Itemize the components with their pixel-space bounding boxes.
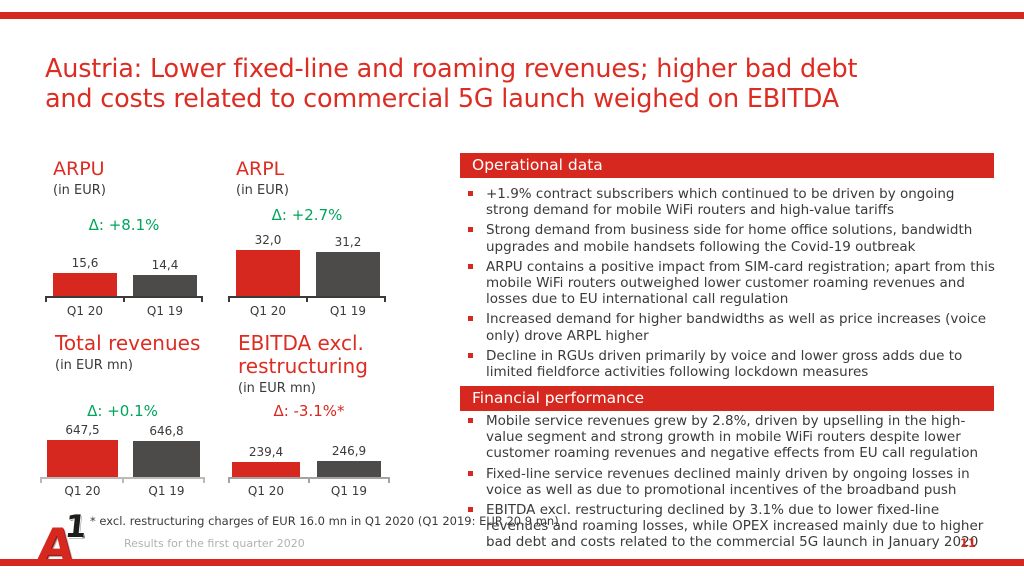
bullet-item: EBITDA excl. restructuring declined by 3…	[460, 502, 996, 551]
bar-value-label: 31,2	[334, 235, 362, 249]
x-axis	[228, 296, 386, 302]
bar-q1-19: 14,4	[133, 258, 197, 296]
category-label: Q1 20	[249, 304, 287, 318]
axis-tick	[121, 479, 124, 483]
category-label: Q1 20	[64, 484, 101, 498]
x-axis	[228, 477, 390, 483]
bullet-marker	[468, 507, 473, 513]
chart-subtitle: (in EUR mn)	[238, 381, 316, 396]
bullet-text: +1.9% contract subscribers which continu…	[486, 186, 955, 219]
operational-data-bullet-list: +1.9% contract subscribers which continu…	[460, 186, 996, 384]
bullet-item: Mobile service revenues grew by 2.8%, dr…	[460, 413, 996, 462]
category-label: Q1 19	[148, 484, 185, 498]
bullet-marker	[468, 352, 473, 358]
page-number: 11	[960, 536, 977, 550]
slide-title: Austria: Lower fixed-line and roaming re…	[45, 54, 1005, 114]
bar-value-label: 32,0	[254, 233, 282, 247]
bar-value-label: 14,4	[151, 258, 179, 272]
bullet-text: Fixed-line service revenues declined mai…	[486, 465, 970, 498]
a1-logo-digit-1: 1	[63, 509, 89, 545]
bullet-text: Increased demand for higher bandwidths a…	[486, 311, 987, 344]
bullet-item: Strong demand from business side for hom…	[460, 222, 996, 255]
bar-q1-20: 15,6	[53, 256, 117, 296]
top-accent-bar	[0, 12, 1024, 19]
chart-arpu: ARPU (in EUR) Δ: +8.1% 15,6 14,4 Q1 20 Q…	[45, 158, 203, 323]
chart-subtitle: (in EUR)	[53, 183, 106, 198]
bullet-item: Fixed-line service revenues declined mai…	[460, 466, 996, 498]
footer-text: Results for the first quarter 2020	[124, 537, 305, 550]
chart-title: ARPU	[53, 158, 105, 180]
bullet-marker	[468, 227, 473, 233]
financial-performance-bullet-list: Mobile service revenues grew by 2.8%, dr…	[460, 413, 996, 555]
section-header-operational-data: Operational data	[460, 153, 994, 178]
axis-tick	[384, 298, 386, 302]
bullet-text: Strong demand from business side for hom…	[486, 222, 973, 255]
bar-value-label: 239,4	[248, 445, 284, 459]
bottom-accent-bar	[0, 559, 1024, 566]
category-label: Q1 19	[329, 304, 367, 318]
bullet-marker	[468, 418, 473, 423]
delta-label: Δ: +0.1%	[87, 402, 158, 420]
category-label: Q1 20	[66, 304, 104, 318]
chart-title: ARPL	[236, 158, 285, 180]
chart-subtitle: (in EUR mn)	[55, 358, 133, 373]
slide-title-line1: Austria: Lower fixed-line and roaming re…	[45, 54, 858, 84]
section-header-financial-performance: Financial performance	[460, 386, 994, 411]
category-label: Q1 19	[146, 304, 184, 318]
bullet-text: EBITDA excl. restructuring declined by 3…	[486, 502, 984, 551]
bar-q1-19: 246,9	[317, 444, 381, 477]
bullet-item: Increased demand for higher bandwidths a…	[460, 311, 996, 344]
bullet-item: +1.9% contract subscribers which continu…	[460, 186, 996, 218]
chart-title: EBITDA excl. restructuring	[238, 331, 368, 378]
chart-ebitda: EBITDA excl. restructuring (in EUR mn) Δ…	[228, 332, 390, 502]
plot-area: 32,0 31,2	[228, 224, 386, 296]
axis-tick	[228, 479, 230, 483]
axis-tick	[308, 479, 310, 483]
delta-label: Δ: +8.1%	[88, 216, 160, 234]
x-axis	[45, 296, 203, 302]
axis-tick	[228, 298, 230, 302]
bullet-marker	[468, 316, 473, 322]
bullet-marker	[468, 191, 473, 196]
bullet-text: Decline in RGUs driven primarily by voic…	[486, 347, 963, 381]
delta-label: Δ: -3.1%*	[273, 402, 345, 420]
bullet-text: ARPU contains a positive impact from SIM…	[486, 258, 995, 308]
plot-area: 239,4 246,9	[228, 437, 390, 477]
plot-area: 15,6 14,4	[45, 256, 203, 296]
chart-arpl: ARPL (in EUR) Δ: +2.7% 32,0 31,2 Q1 20 Q…	[228, 158, 386, 323]
bar-value-label: 15,6	[71, 256, 99, 270]
bar-value-label: 646,8	[149, 424, 184, 438]
bullet-item: Decline in RGUs driven primarily by voic…	[460, 348, 996, 380]
axis-tick	[203, 479, 205, 483]
plot-area: 647,5 646,8	[40, 417, 205, 477]
x-axis	[40, 477, 205, 483]
category-label: Q1 19	[330, 484, 368, 498]
delta-label: Δ: +2.7%	[271, 206, 343, 224]
bullet-item: ARPU contains a positive impact from SIM…	[460, 259, 996, 308]
axis-tick	[388, 479, 390, 483]
chart-title: Total revenues	[55, 331, 201, 355]
axis-tick	[201, 298, 203, 302]
bar-q1-20: 647,5	[47, 423, 118, 477]
category-label: Q1 20	[247, 484, 285, 498]
chart-total-revenues: Total revenues (in EUR mn) Δ: +0.1% 647,…	[40, 332, 205, 502]
bullet-marker	[468, 263, 473, 269]
axis-tick	[45, 298, 47, 302]
bar-q1-19: 31,2	[316, 235, 380, 296]
chart-subtitle: (in EUR)	[236, 183, 289, 198]
bar-q1-20: 32,0	[236, 233, 300, 296]
axis-tick	[123, 298, 125, 302]
bullet-text: Mobile service revenues grew by 2.8%, dr…	[486, 413, 979, 462]
bullet-marker	[468, 470, 473, 476]
axis-tick	[306, 298, 308, 302]
bar-value-label: 246,9	[331, 444, 367, 458]
bar-value-label: 647,5	[65, 423, 100, 437]
axis-tick	[40, 479, 42, 483]
bar-q1-20: 239,4	[232, 445, 300, 477]
slide-title-line2: and costs related to commercial 5G launc…	[45, 84, 839, 115]
bar-q1-19: 646,8	[133, 424, 200, 477]
footnote: * excl. restructuring charges of EUR 16.…	[90, 514, 559, 528]
